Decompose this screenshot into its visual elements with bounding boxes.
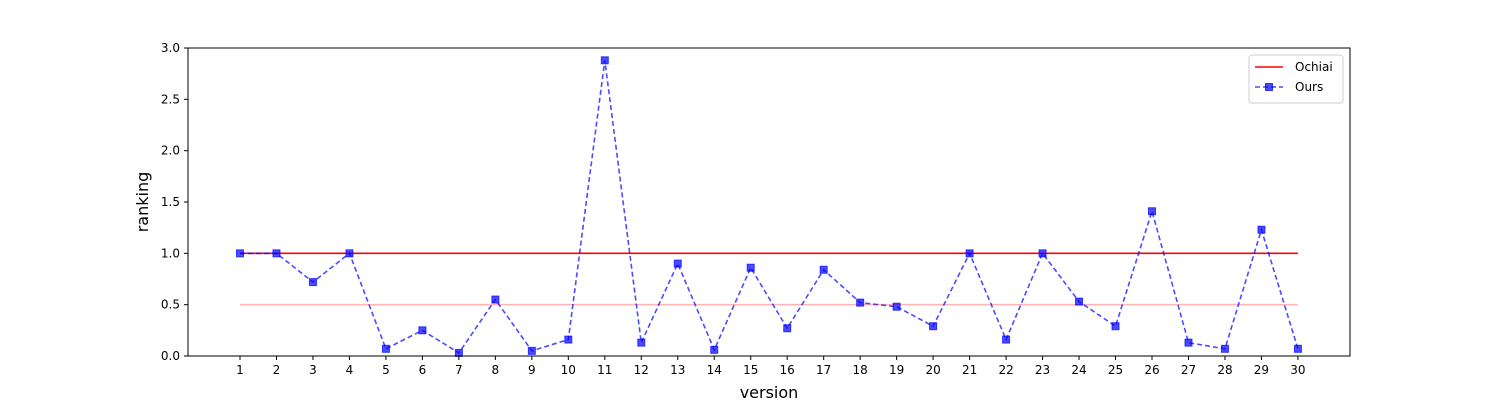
y-tick-label: 3.0 <box>161 41 180 55</box>
data-point-ours <box>637 338 646 347</box>
x-tick-label: 28 <box>1217 363 1232 377</box>
x-tick-label: 30 <box>1290 363 1305 377</box>
x-tick-label: 13 <box>670 363 685 377</box>
data-point-ours <box>418 326 427 335</box>
series-line-ours <box>240 60 1299 355</box>
data-point-ours <box>272 249 281 258</box>
legend-ours-label: Ours <box>1295 80 1323 94</box>
data-point-ours <box>710 345 719 354</box>
y-axis-label: ranking <box>133 172 152 233</box>
x-tick-label: 1 <box>236 363 244 377</box>
data-point-ours <box>1148 207 1156 216</box>
legend: Ochiai Ours <box>1248 54 1344 104</box>
x-tick-label: 16 <box>780 363 795 377</box>
plot-frame <box>187 47 1351 357</box>
x-tick-label: 14 <box>707 363 722 377</box>
x-tick-label: 3 <box>309 363 317 377</box>
x-tick-label: 11 <box>597 363 612 377</box>
data-point-ours <box>527 346 536 355</box>
data-point-ours <box>236 249 244 258</box>
data-point-ours <box>345 249 354 258</box>
data-point-ours <box>564 335 573 344</box>
data-point-ours <box>892 302 901 311</box>
y-tick-label: 1.0 <box>161 246 180 260</box>
x-tick-label: 6 <box>419 363 427 377</box>
data-point-ours <box>491 295 500 304</box>
data-point-ours <box>965 249 974 258</box>
legend-ours-marker <box>1265 83 1273 91</box>
x-tick-label: 15 <box>743 363 758 377</box>
x-tick-label: 10 <box>561 363 576 377</box>
x-tick-label: 21 <box>962 363 977 377</box>
data-point-ours <box>1002 335 1011 344</box>
y-tick-label: 0.0 <box>161 349 180 363</box>
data-point-ours <box>673 259 682 268</box>
data-point-ours <box>1257 225 1266 234</box>
x-tick-label: 7 <box>455 363 463 377</box>
data-point-ours <box>856 298 865 307</box>
y-tick-label: 2.5 <box>161 92 180 106</box>
x-tick-label: 9 <box>528 363 536 377</box>
x-tick-label: 4 <box>346 363 354 377</box>
data-point-ours <box>783 324 792 333</box>
axis-ticks: 1 2 3 4 5 6 7 8 9 10 11 12 13 14 15 16 17 18 19 20 21 22 23 24 2… <box>161 41 1306 377</box>
data-point-ours <box>1184 338 1193 347</box>
y-tick-label: 2.0 <box>161 144 180 158</box>
data-point-ours <box>819 265 828 274</box>
x-tick-label: 23 <box>1035 363 1050 377</box>
x-tick-label: 19 <box>889 363 904 377</box>
data-point-ours <box>600 56 609 65</box>
data-point-ours <box>381 344 390 353</box>
data-point-ours <box>1293 344 1302 353</box>
data-point-ours <box>929 322 938 331</box>
data-point-ours <box>1038 249 1047 258</box>
data-point-ours <box>308 278 317 287</box>
x-tick-label: 8 <box>492 363 500 377</box>
x-tick-label: 22 <box>998 363 1013 377</box>
data-point-ours <box>746 263 755 272</box>
legend-ochiai-label: Ochiai <box>1295 60 1333 74</box>
plot-area <box>236 56 1302 357</box>
data-point-ours <box>1075 297 1084 306</box>
x-tick-label: 24 <box>1071 363 1086 377</box>
y-tick-label: 1.5 <box>161 195 180 209</box>
x-tick-label: 2 <box>273 363 281 377</box>
x-tick-label: 26 <box>1144 363 1159 377</box>
x-tick-label: 29 <box>1254 363 1269 377</box>
y-tick-label: 0.5 <box>161 298 180 312</box>
x-tick-label: 27 <box>1181 363 1196 377</box>
x-tick-label: 25 <box>1108 363 1123 377</box>
data-point-ours <box>1111 322 1120 331</box>
data-point-ours <box>454 348 463 357</box>
x-tick-label: 5 <box>382 363 390 377</box>
x-tick-label: 20 <box>925 363 940 377</box>
x-axis-label: version <box>740 383 799 400</box>
x-tick-label: 18 <box>853 363 868 377</box>
x-tick-label: 17 <box>816 363 831 377</box>
x-tick-label: 12 <box>634 363 649 377</box>
data-point-ours <box>1220 344 1229 353</box>
